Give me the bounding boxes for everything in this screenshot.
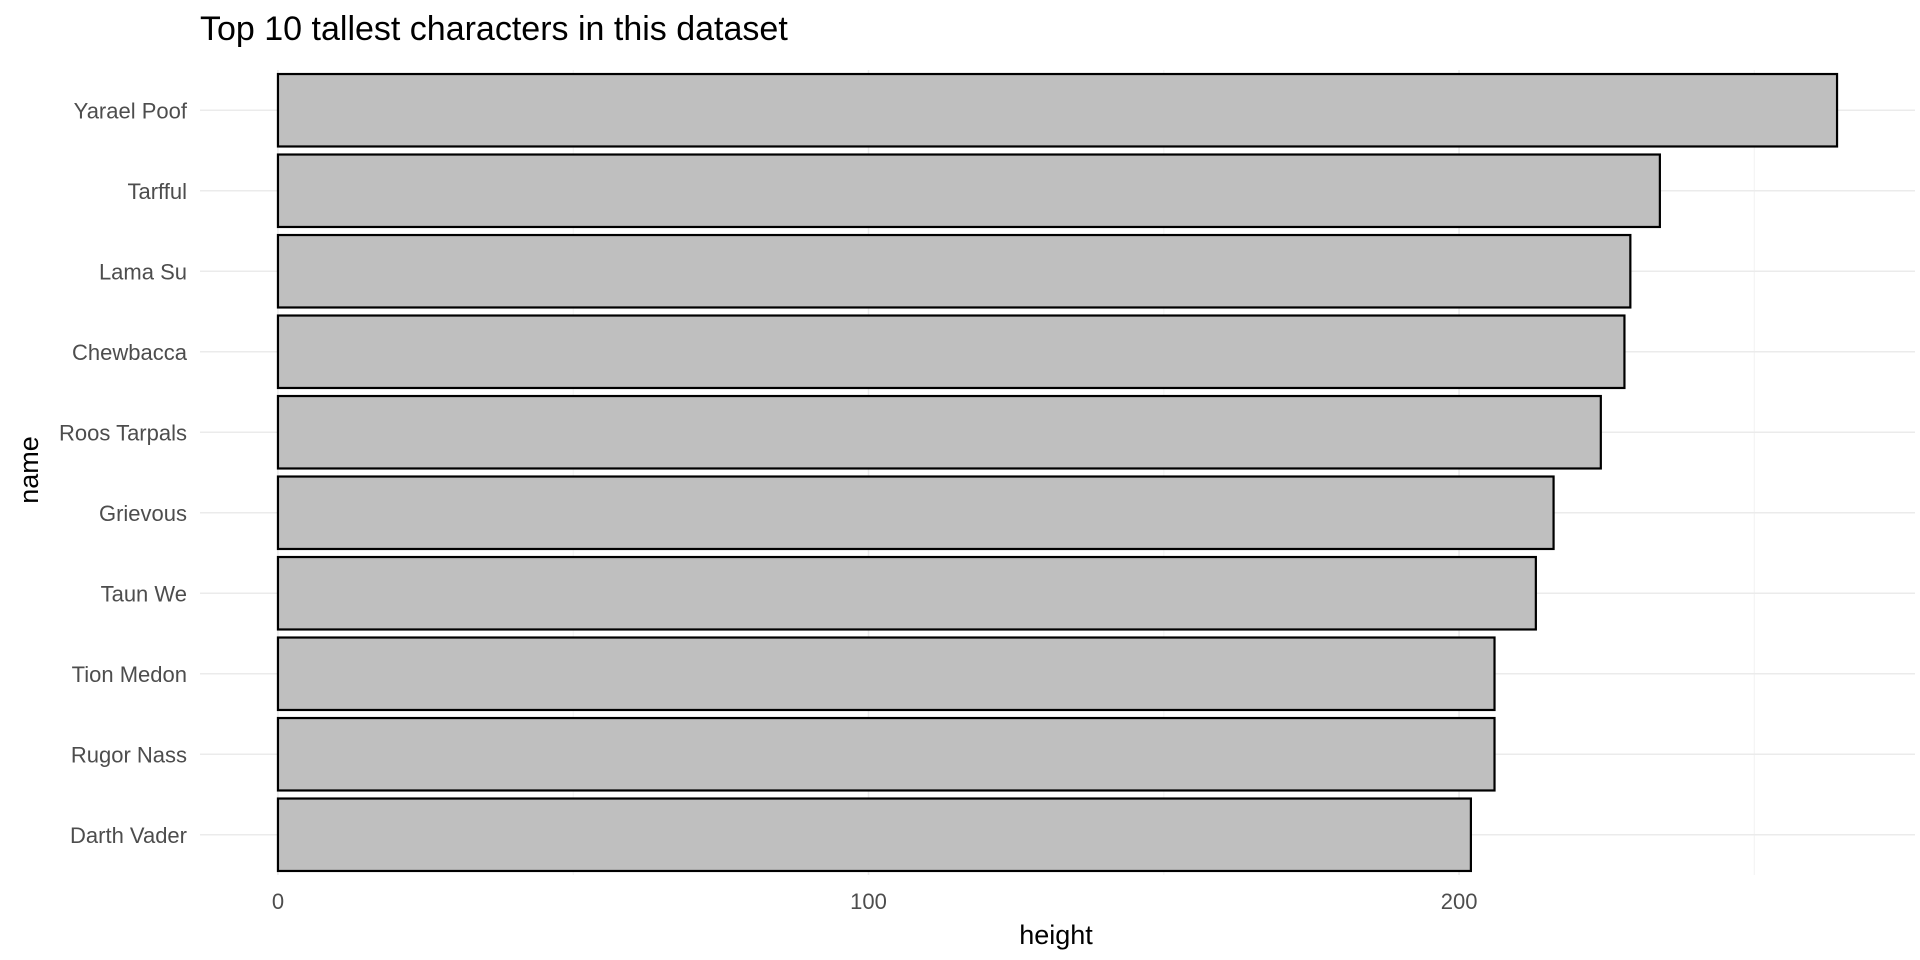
y-tick-label: Taun We [101,581,187,606]
y-tick-label: Roos Tarpals [59,420,187,445]
y-tick-label: Tion Medon [72,662,187,687]
y-tick-label: Tarfful [127,179,187,204]
x-axis-title: height [1019,920,1093,950]
bar [276,716,1496,792]
y-tick-label: Rugor Nass [71,742,187,767]
bar [276,797,1472,873]
y-axis-title: name [14,436,44,504]
bar [276,314,1626,390]
x-tick-label: 100 [850,889,887,914]
bar [276,555,1537,631]
x-axis-ticks: 0 100 200 [272,889,1478,914]
y-tick-label: Chewbacca [72,340,188,365]
bar [276,72,1839,148]
x-tick-label: 200 [1441,889,1478,914]
bar [276,233,1632,309]
bar [276,153,1661,229]
bar [276,636,1496,712]
x-tick-label: 0 [272,889,284,914]
y-axis-ticks: Yarael Poof Tarfful Lama Su Chewbacca Roos T… [59,98,188,848]
y-tick-label: Lama Su [99,259,187,284]
y-tick-label: Darth Vader [70,823,187,848]
chart-title: Top 10 tallest characters in this datase… [200,10,788,48]
y-tick-label: Grievous [99,501,187,526]
bars [276,72,1839,873]
y-tick-label: Yarael Poof [74,98,188,123]
bar [276,475,1555,551]
bar [276,394,1602,470]
